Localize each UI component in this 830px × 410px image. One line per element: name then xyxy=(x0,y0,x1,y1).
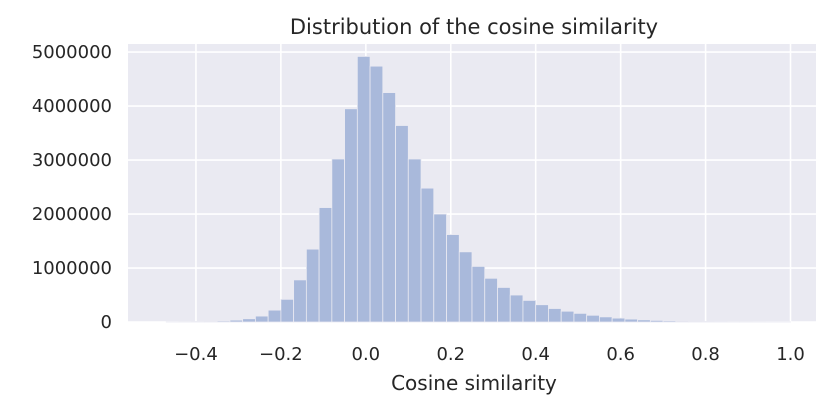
histogram-bar xyxy=(242,318,256,323)
x-tick-label: −0.2 xyxy=(259,344,303,365)
histogram-bar xyxy=(688,320,702,323)
histogram-bar xyxy=(471,265,486,323)
histogram-bar xyxy=(267,309,282,323)
y-tick-label: 0 xyxy=(101,312,112,333)
x-axis-ticks: −0.4 −0.2 0.0 0.2 0.4 0.6 0.8 1.0 xyxy=(174,344,805,365)
histogram-bar xyxy=(395,125,409,323)
histogram-bar xyxy=(637,319,651,323)
histogram-bar xyxy=(599,316,613,323)
histogram-bar xyxy=(369,65,384,323)
x-tick-label: 0.2 xyxy=(436,344,465,365)
histogram-bar xyxy=(229,319,244,323)
histogram-bar xyxy=(293,279,307,323)
histogram-bars xyxy=(165,56,791,323)
histogram-bar xyxy=(560,310,575,323)
y-tick-label: 4000000 xyxy=(32,96,112,117)
histogram-bar xyxy=(573,312,588,323)
histogram-bar xyxy=(649,319,664,323)
y-tick-label: 5000000 xyxy=(32,42,112,63)
histogram-bar xyxy=(204,320,218,323)
histogram-bar xyxy=(318,207,333,323)
histogram-bar xyxy=(331,158,345,323)
x-tick-label: 0.4 xyxy=(521,344,550,365)
histogram-bar xyxy=(675,320,689,323)
histogram-bar xyxy=(344,108,358,323)
histogram-bar xyxy=(382,92,396,323)
histogram-bar xyxy=(407,158,422,323)
x-tick-label: 1.0 xyxy=(776,344,805,365)
histogram-bar xyxy=(280,298,295,323)
y-tick-label: 3000000 xyxy=(32,150,112,171)
x-axis-title: Cosine similarity xyxy=(391,371,557,395)
chart-title: Distribution of the cosine similarity xyxy=(290,15,658,39)
histogram-bar xyxy=(509,294,524,323)
x-tick-label: 0.8 xyxy=(691,344,720,365)
histogram-bar xyxy=(484,277,498,323)
x-tick-label: 0.6 xyxy=(606,344,635,365)
histogram-bar xyxy=(624,318,639,323)
histogram-bar xyxy=(535,304,549,323)
histogram-bar xyxy=(305,248,320,323)
x-tick-label: 0.0 xyxy=(352,344,381,365)
y-tick-label: 1000000 xyxy=(32,258,112,279)
x-tick-label: −0.4 xyxy=(174,344,218,365)
histogram-bar xyxy=(356,56,371,323)
histogram-bar xyxy=(446,234,460,323)
y-axis-ticks: 0 1000000 2000000 3000000 4000000 5000000 xyxy=(32,42,112,333)
histogram-bar xyxy=(497,287,511,323)
histogram-bar xyxy=(548,308,562,323)
histogram-bar xyxy=(420,187,435,323)
histogram-bar xyxy=(255,315,269,323)
histogram-bar xyxy=(216,320,231,323)
histogram-bar xyxy=(458,251,473,323)
histogram-bar xyxy=(611,317,626,323)
histogram-bar xyxy=(433,213,447,323)
histogram-bar xyxy=(662,320,677,323)
histogram-bar xyxy=(586,314,600,323)
y-tick-label: 2000000 xyxy=(32,204,112,225)
histogram-bar xyxy=(522,300,537,323)
